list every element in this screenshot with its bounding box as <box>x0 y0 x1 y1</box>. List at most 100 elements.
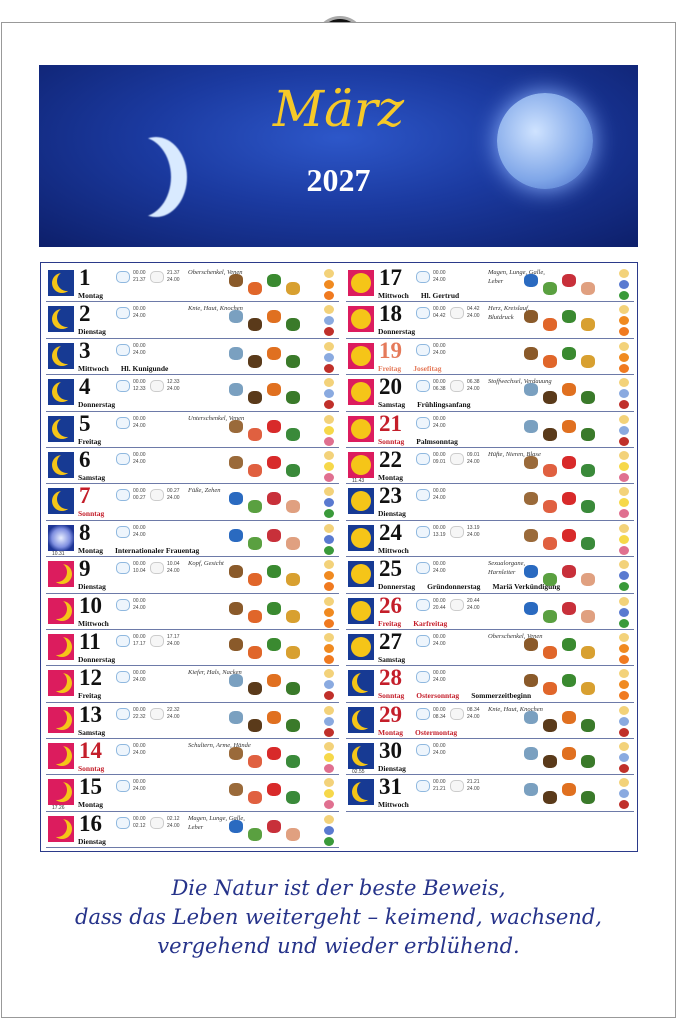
element-symbol-icon <box>619 618 629 628</box>
moon-shape <box>351 564 371 585</box>
element-symbol-icon <box>324 643 334 653</box>
element-symbol-icon <box>324 509 334 519</box>
garden-icon <box>286 282 300 295</box>
zodiac-sign-icon <box>416 452 430 465</box>
time: 24.00 <box>133 677 146 684</box>
day-number: 24 <box>379 519 402 545</box>
element-symbol-icon <box>324 716 334 726</box>
garden-icon <box>543 645 557 659</box>
garden-activity-icons <box>524 418 604 444</box>
weekday: Dienstag <box>78 327 106 337</box>
element-symbol-icon <box>619 534 629 544</box>
moon-phase-icon <box>348 379 374 406</box>
zodiac-sign-icon <box>116 634 130 647</box>
garden-icon <box>267 419 281 433</box>
garden-icon <box>267 747 281 761</box>
element-symbol-icon <box>619 414 629 424</box>
time: 00.00 <box>433 597 446 604</box>
sign-times: 09.01 24.00 <box>467 452 480 466</box>
day-number: 11 <box>79 628 101 654</box>
garden-icon <box>543 391 557 405</box>
zodiac-sign-icon <box>416 271 430 283</box>
garden-icon <box>543 718 557 732</box>
time: 21.21 <box>433 786 446 793</box>
day-number: 26 <box>379 592 402 618</box>
day-row: 29 Montag Ostermontag 00.00 08.34 08.34 24.00 K… <box>346 703 634 740</box>
element-symbol-icon <box>324 545 334 555</box>
time: 24.00 <box>467 313 480 320</box>
time: 10.04 <box>167 561 180 568</box>
day-number: 5 <box>79 410 91 436</box>
sign-times: 00.00 24.00 <box>133 670 146 684</box>
time: 24.00 <box>167 386 180 393</box>
time: 00.00 <box>433 561 446 568</box>
holiday: Karfreitag <box>413 618 448 628</box>
garden-icon <box>229 747 243 761</box>
element-symbol-icon <box>324 280 334 289</box>
time: 00.00 <box>133 597 146 604</box>
element-symbol-icon <box>619 571 629 581</box>
moon-phase-time: 10.31 <box>52 550 65 557</box>
time: 12.33 <box>133 386 146 393</box>
zodiac-sign-icon <box>150 271 164 283</box>
element-symbol-icon <box>619 269 629 278</box>
day-row: 10.31 8 Montag Internationaler Frauentag 00.… <box>46 521 339 558</box>
garden-icon <box>267 674 281 688</box>
sign-times: 00.00 12.33 <box>133 379 146 393</box>
time: 24.00 <box>433 640 446 647</box>
zodiac-sign-icon <box>116 416 130 429</box>
zodiac-sign-icon <box>150 816 164 829</box>
body-parts: Stoffwechsel, Verdauung <box>488 378 552 386</box>
garden-activity-icons <box>229 781 309 807</box>
moon-shape <box>52 710 72 730</box>
element-symbol-icon <box>324 523 334 533</box>
moon-shape <box>52 419 72 439</box>
moon-shape <box>352 782 372 802</box>
day-row: 27 Samstag 00.00 24.00 Oberschenkel, Venen <box>346 630 634 667</box>
garden-icon <box>267 565 281 579</box>
element-symbol-icon <box>619 363 629 373</box>
zodiac-sign-icon <box>416 671 430 684</box>
element-symbols <box>618 377 630 411</box>
day-row: 24 Mittwoch 00.00 13.19 13.19 24.00 <box>346 519 634 558</box>
garden-icon <box>229 819 243 833</box>
day-row: 23 Dienstag 00.00 24.00 <box>346 484 634 521</box>
sign-times: 02.12 24.00 <box>167 816 180 830</box>
element-symbol-icon <box>324 632 334 642</box>
garden-activity-icons <box>524 709 604 735</box>
day-row: 20 Samstag Frühlingsanfang 00.00 06.38 06.38 2… <box>346 375 634 412</box>
moon-phase-time: 11.43 <box>352 477 365 484</box>
weekday-line: Freitag <box>78 437 101 446</box>
sign-times: 13.19 24.00 <box>467 525 480 539</box>
weekday-line: Montag <box>378 473 403 482</box>
element-symbols <box>618 304 630 338</box>
day-row: 28 Sonntag Ostersonntag Sommerzeitbeginn 00.… <box>346 666 634 703</box>
holiday: Mariä Verkündigung <box>492 582 561 592</box>
element-symbol-icon <box>619 341 629 351</box>
moon-shape <box>52 564 72 584</box>
moon-shape <box>52 601 72 621</box>
zodiac-sign-icon <box>116 598 130 611</box>
day-grid: 1 Montag 00.00 21.37 21.37 24.00 Oberschenkel,… <box>40 262 638 852</box>
weekday: Dienstag <box>378 509 406 519</box>
time: 17.17 <box>167 633 180 640</box>
element-symbol-icon <box>619 291 629 300</box>
element-symbols <box>618 632 630 666</box>
body-parts: Kiefer, Hals, Nacken <box>188 669 242 677</box>
weekday: Sonntag <box>378 691 405 701</box>
moon-shape <box>351 382 371 403</box>
holiday: Gründonnerstag <box>427 582 481 592</box>
zodiac-sign-icon <box>416 307 430 320</box>
garden-icon <box>581 500 595 514</box>
element-symbol-icon <box>619 654 629 664</box>
element-symbol-icon <box>324 400 334 410</box>
time: 24.00 <box>167 713 180 720</box>
garden-icon <box>286 791 300 805</box>
garden-icon <box>543 500 557 514</box>
garden-icon <box>524 274 538 287</box>
time: 00.00 <box>133 342 146 349</box>
garden-icon <box>286 827 300 841</box>
weekday: Mittwoch <box>378 291 409 300</box>
day-row: 4 Donnerstag 00.00 12.33 12.33 24.00 <box>46 375 339 412</box>
sign-times: 00.00 21.37 <box>133 270 146 284</box>
